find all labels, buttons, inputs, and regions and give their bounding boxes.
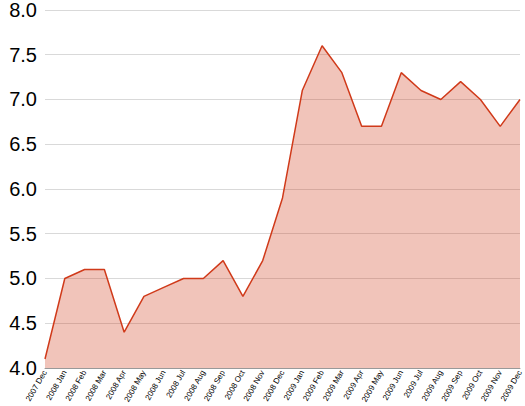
svg-text:5.0: 5.0	[9, 267, 37, 289]
svg-text:2008 Apr: 2008 Apr	[104, 368, 129, 401]
svg-text:2009 Apr: 2009 Apr	[341, 368, 366, 401]
svg-text:7.0: 7.0	[9, 88, 37, 110]
svg-text:2008 Jul: 2008 Jul	[164, 368, 188, 400]
svg-text:2009 Nov: 2009 Nov	[479, 368, 505, 403]
svg-text:6.5: 6.5	[9, 133, 37, 155]
svg-text:2008 Nov: 2008 Nov	[241, 368, 267, 403]
svg-text:2009 Sep: 2009 Sep	[439, 368, 465, 403]
svg-text:2009 Jul: 2009 Jul	[402, 368, 425, 400]
svg-text:2009 Mar: 2009 Mar	[321, 368, 346, 403]
svg-text:6.0: 6.0	[9, 178, 37, 200]
svg-text:2009 May: 2009 May	[360, 368, 386, 404]
svg-text:7.5: 7.5	[9, 44, 37, 66]
svg-text:2008 May: 2008 May	[122, 368, 148, 404]
svg-text:5.5: 5.5	[9, 223, 37, 245]
svg-text:2008 Mar: 2008 Mar	[83, 368, 109, 403]
svg-text:4.5: 4.5	[9, 312, 37, 334]
svg-text:4.0: 4.0	[9, 357, 37, 379]
svg-text:2009 Feb: 2009 Feb	[301, 368, 326, 403]
svg-text:2009 Dec: 2009 Dec	[499, 369, 524, 403]
svg-text:2008 Dec: 2008 Dec	[261, 368, 287, 403]
svg-text:2008 Jun: 2008 Jun	[143, 369, 167, 402]
svg-text:2008 Aug: 2008 Aug	[182, 368, 208, 403]
svg-text:2009 Jun: 2009 Jun	[381, 369, 405, 402]
svg-text:2008 Feb: 2008 Feb	[63, 368, 89, 403]
svg-text:2008 Sep: 2008 Sep	[202, 368, 227, 403]
svg-text:2009 Aug: 2009 Aug	[420, 368, 445, 403]
svg-text:2008 Jan: 2008 Jan	[44, 368, 69, 402]
svg-text:2009 Jan: 2009 Jan	[282, 368, 307, 402]
svg-text:2008 Oct: 2008 Oct	[222, 368, 247, 402]
svg-text:2009 Oct: 2009 Oct	[460, 368, 485, 402]
svg-text:2007 Dec: 2007 Dec	[24, 368, 49, 403]
svg-text:8.0: 8.0	[9, 0, 37, 21]
